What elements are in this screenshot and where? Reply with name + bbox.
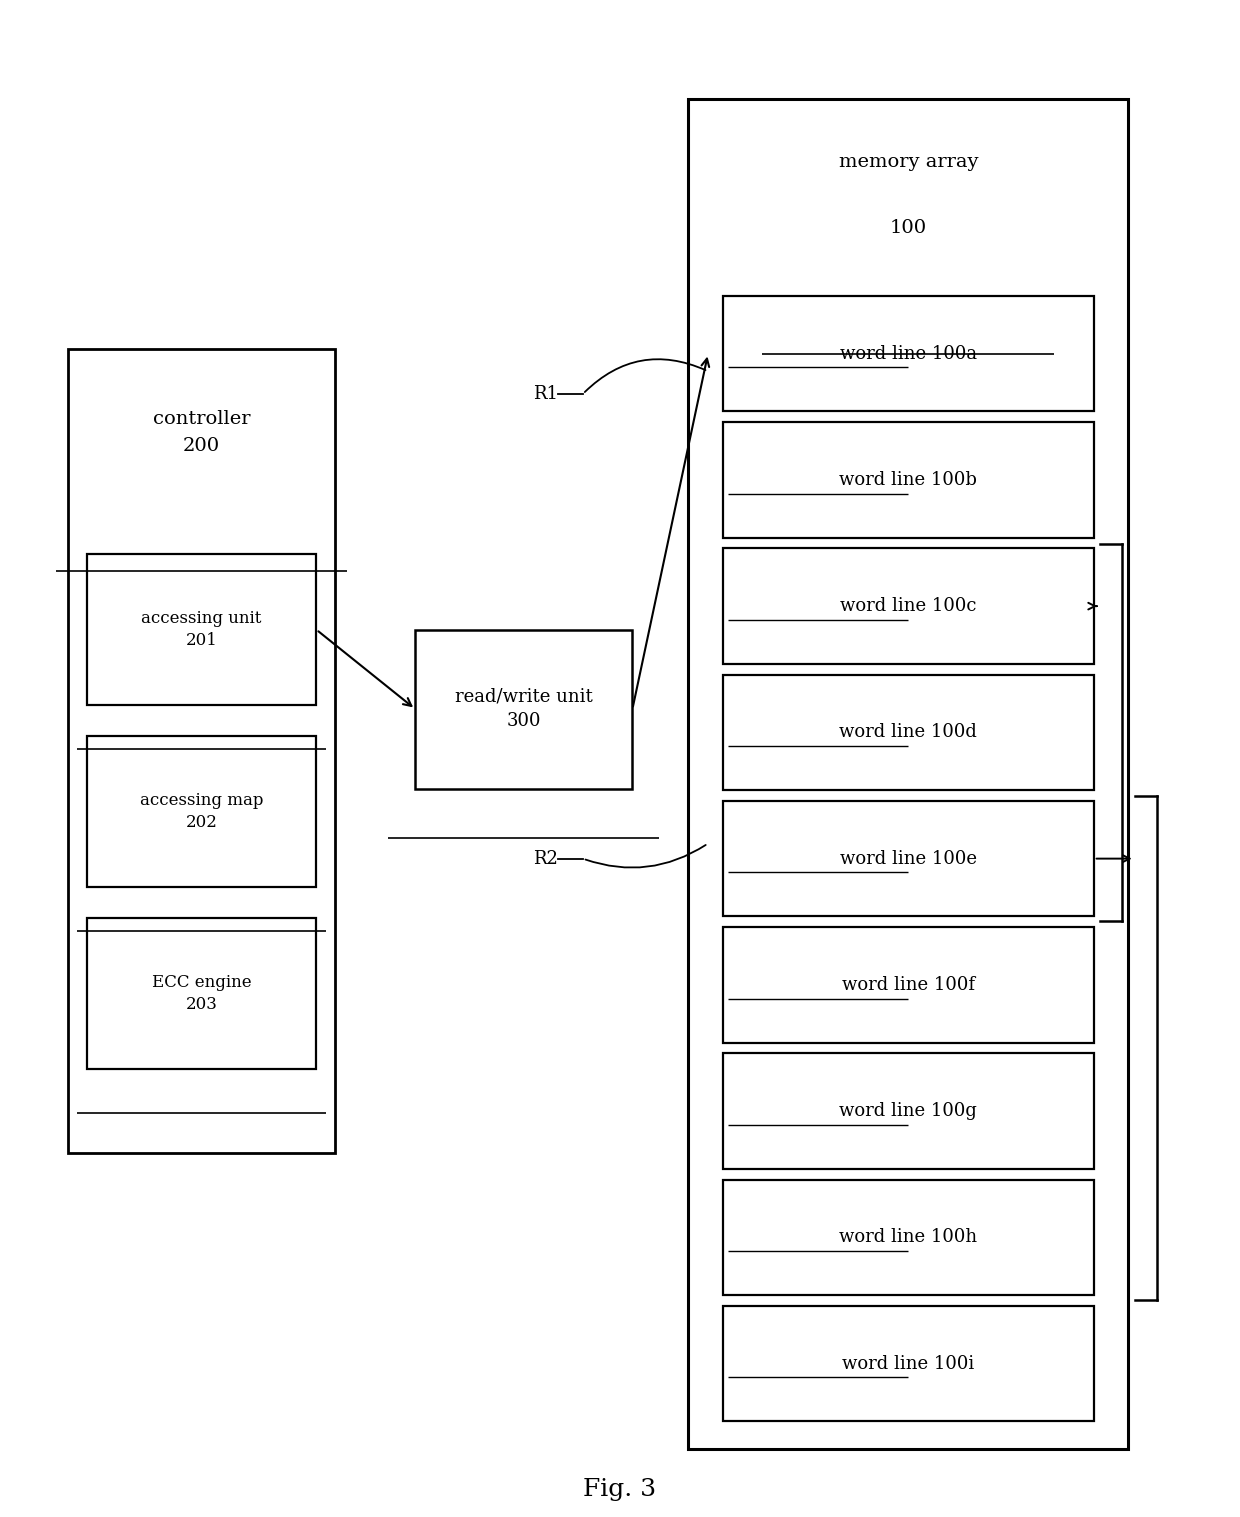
Bar	[723, 548, 1094, 664]
Bar	[708, 281, 1109, 552]
Text: controller: controller	[153, 410, 250, 428]
Text: R2: R2	[533, 850, 558, 868]
Text: 201: 201	[186, 633, 217, 649]
Text: 203: 203	[186, 997, 217, 1013]
Text: 200: 200	[184, 437, 219, 455]
Text: word line 100b: word line 100b	[839, 470, 977, 488]
Text: Fig. 3: Fig. 3	[584, 1478, 656, 1502]
Text: word line 100e: word line 100e	[839, 850, 977, 868]
Text: word line 100f: word line 100f	[842, 975, 975, 994]
Text: R1: R1	[533, 385, 558, 404]
Bar	[723, 422, 1094, 537]
Text: 100: 100	[890, 218, 926, 237]
Bar	[87, 736, 316, 887]
Text: ECC engine: ECC engine	[151, 974, 252, 991]
Bar	[87, 918, 316, 1069]
Bar	[723, 1180, 1094, 1296]
Bar	[723, 1306, 1094, 1421]
Text: 202: 202	[186, 815, 217, 831]
Bar	[723, 927, 1094, 1042]
Text: accessing map: accessing map	[140, 792, 263, 809]
Text: accessing unit: accessing unit	[141, 610, 262, 627]
Bar	[723, 296, 1094, 411]
Text: word line 100h: word line 100h	[839, 1229, 977, 1247]
Bar	[723, 675, 1094, 790]
Text: 300: 300	[507, 713, 541, 730]
Text: memory array: memory array	[838, 153, 978, 171]
Bar	[87, 554, 316, 705]
Text: read/write unit: read/write unit	[455, 689, 593, 705]
Text: word line 100g: word line 100g	[839, 1103, 977, 1120]
Text: word line 100d: word line 100d	[839, 724, 977, 742]
Text: word line 100c: word line 100c	[839, 598, 977, 614]
Bar	[708, 532, 1109, 1437]
Bar	[688, 99, 1128, 1449]
Text: word line 100a: word line 100a	[839, 344, 977, 363]
Bar	[723, 1053, 1094, 1170]
Bar	[723, 801, 1094, 916]
Bar	[68, 349, 335, 1153]
Bar	[415, 630, 632, 789]
Text: word line 100i: word line 100i	[842, 1355, 975, 1373]
